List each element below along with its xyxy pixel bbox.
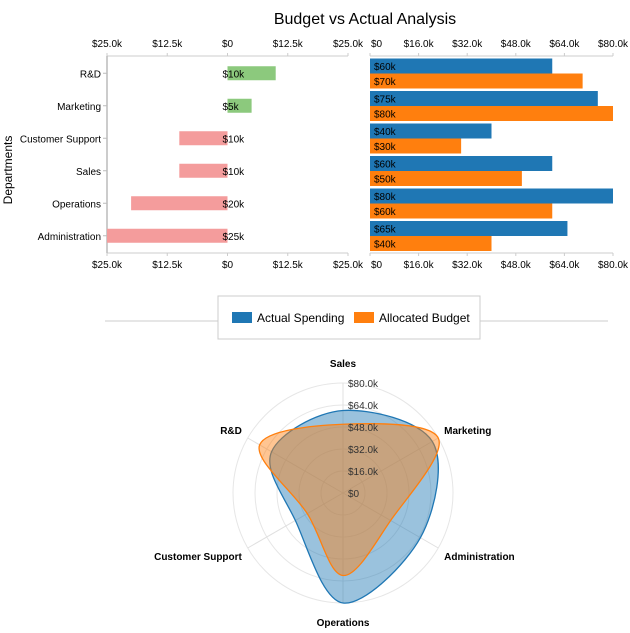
- budget-bar: [370, 73, 583, 89]
- actual-bar: [370, 156, 553, 171]
- radar-tick-label: $32.0k: [348, 445, 379, 456]
- budget-label: $80k: [374, 110, 397, 121]
- actual-bar: [370, 123, 492, 139]
- x-tick-label-bottom: $12.5k: [273, 260, 304, 271]
- category-label: Administration: [38, 232, 101, 243]
- budget-label: $70k: [374, 77, 397, 88]
- category-label: Operations: [52, 199, 101, 210]
- budget-bar: [370, 138, 462, 154]
- chart-title: Budget vs Actual Analysis: [274, 11, 456, 28]
- budget-bar: [370, 203, 553, 219]
- variance-label: $25k: [223, 232, 246, 243]
- actual-label: $40k: [374, 127, 397, 138]
- x-tick-label-top: $12.5k: [152, 39, 183, 50]
- x-tick-label-bottom: $0: [222, 260, 234, 271]
- budget-label: $60k: [374, 207, 397, 218]
- radar-axis-label: Administration: [444, 552, 515, 563]
- actual-bar: [370, 58, 553, 74]
- x-tick-label-top: $25.0k: [92, 39, 123, 50]
- radar-axis-label: R&D: [220, 426, 242, 437]
- category-label: Customer Support: [20, 134, 101, 145]
- x-tick-label-bottom: $0: [371, 260, 383, 271]
- actual-bar: [370, 91, 598, 106]
- legend-box: [217, 295, 481, 340]
- x-tick-label-top: $64.0k: [549, 39, 580, 50]
- radar-axis-label: Customer Support: [154, 552, 242, 563]
- variance-label: $5k: [223, 102, 240, 113]
- actual-label: $75k: [374, 95, 397, 106]
- radar-axis-label: Marketing: [444, 426, 491, 437]
- actual-label: $60k: [374, 62, 397, 73]
- radar-area-budget: [258, 423, 440, 577]
- budget-label: $40k: [374, 240, 397, 251]
- legend-budget: Allocated Budget: [379, 311, 470, 325]
- category-label: Sales: [76, 167, 101, 178]
- radar-spoke: [247, 437, 344, 494]
- x-tick-label-bottom: $32.0k: [452, 260, 483, 271]
- budget-bar: [370, 236, 492, 251]
- variance-bar: [227, 66, 276, 81]
- budget-bar: [370, 171, 522, 186]
- budget-bar: [370, 106, 613, 121]
- x-tick-label-bottom: $64.0k: [549, 260, 580, 271]
- variance-bar: [107, 228, 228, 243]
- radar-spoke: [342, 437, 439, 494]
- x-tick-label-bottom: $48.0k: [501, 260, 532, 271]
- radar-tick-label: $64.0k: [348, 401, 379, 412]
- radar-tick-label: $16.0k: [348, 467, 379, 478]
- variance-label: $10k: [223, 69, 246, 80]
- radar-tick-label: $80.0k: [348, 379, 379, 390]
- variance-label: $10k: [223, 134, 246, 145]
- variance-label: $20k: [223, 199, 246, 210]
- y-axis-label: Departments: [1, 136, 15, 205]
- variance-bar: [179, 163, 228, 178]
- x-tick-label-top: $0: [222, 39, 234, 50]
- actual-bar: [370, 221, 568, 236]
- legend: Actual Spending Allocated Budget: [217, 295, 481, 340]
- x-tick-label-top: $32.0k: [452, 39, 483, 50]
- variance-bar: [179, 131, 228, 146]
- actual-label: $65k: [374, 225, 397, 236]
- variance-bar: [227, 98, 252, 113]
- actual-bar: [370, 188, 613, 204]
- radar-axis-label: Sales: [330, 359, 357, 370]
- radar-tick-label: $48.0k: [348, 423, 379, 434]
- radar-area-actual: [269, 409, 439, 604]
- x-tick-label-bottom: $16.0k: [404, 260, 435, 271]
- x-tick-label-top: $80.0k: [598, 39, 629, 50]
- x-tick-label-top: $48.0k: [501, 39, 532, 50]
- legend-swatch-actual: [232, 312, 252, 323]
- x-tick-label-top: $25.0k: [333, 39, 364, 50]
- variance-bar: [131, 196, 228, 211]
- variance-label: $10k: [223, 167, 246, 178]
- radar-axis-label: Operations: [317, 618, 370, 629]
- budget-label: $30k: [374, 142, 397, 153]
- legend-swatch-budget: [354, 312, 374, 323]
- x-tick-label-top: $0: [371, 39, 383, 50]
- x-tick-label-top: $12.5k: [273, 39, 304, 50]
- x-tick-label-bottom: $12.5k: [152, 260, 183, 271]
- x-tick-label-bottom: $25.0k: [333, 260, 364, 271]
- category-label: Marketing: [57, 102, 101, 113]
- actual-label: $80k: [374, 192, 397, 203]
- x-tick-label-bottom: $25.0k: [92, 260, 123, 271]
- radar-tick-label: $0: [348, 489, 360, 500]
- category-label: R&D: [80, 69, 101, 80]
- x-tick-label-top: $16.0k: [404, 39, 435, 50]
- budget-label: $50k: [374, 175, 397, 186]
- x-tick-label-bottom: $80.0k: [598, 260, 629, 271]
- actual-label: $60k: [374, 160, 397, 171]
- legend-actual: Actual Spending: [257, 311, 344, 325]
